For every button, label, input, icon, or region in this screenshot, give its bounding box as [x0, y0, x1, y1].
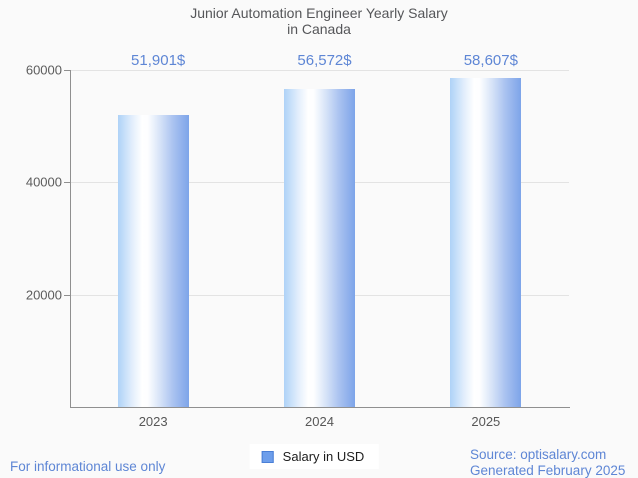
- bar-2024[interactable]: [284, 89, 355, 407]
- x-axis-label: 2024: [305, 414, 334, 429]
- bar-value-label: 58,607$: [463, 52, 518, 69]
- x-axis-label: 2023: [138, 414, 168, 429]
- disclaimer-text: For informational use only: [10, 459, 166, 474]
- chart-title-line2: in Canada: [287, 21, 351, 37]
- source-text: Source: optisalary.com: [470, 447, 607, 462]
- bar-value-label: 56,572$: [297, 52, 352, 69]
- chart-title-line1: Junior Automation Engineer Yearly Salary: [190, 5, 448, 21]
- bar-value-label: 51,901$: [131, 52, 186, 69]
- generated-text: Generated February 2025: [470, 462, 626, 478]
- bar-2023[interactable]: [117, 115, 189, 407]
- chart-title: Junior Automation Engineer Yearly Salary…: [0, 5, 638, 37]
- legend-swatch-icon: [261, 450, 274, 463]
- x-axis-line: [70, 407, 570, 408]
- source-info: Source: optisalary.com Generated Februar…: [470, 447, 625, 478]
- gridline: [70, 70, 569, 71]
- y-axis-tick: [64, 182, 70, 184]
- x-axis-label: 2025: [471, 414, 501, 429]
- y-axis-label: 40000: [25, 174, 62, 190]
- legend-label: Salary in USD: [282, 449, 365, 464]
- y-axis-label: 60000: [25, 62, 62, 78]
- y-axis-label: 20000: [25, 287, 62, 303]
- y-axis-line: [70, 70, 71, 407]
- bar-2025[interactable]: [450, 77, 522, 407]
- y-axis-tick: [64, 294, 70, 296]
- legend: Salary in USD: [249, 444, 379, 469]
- y-axis-tick: [64, 70, 70, 71]
